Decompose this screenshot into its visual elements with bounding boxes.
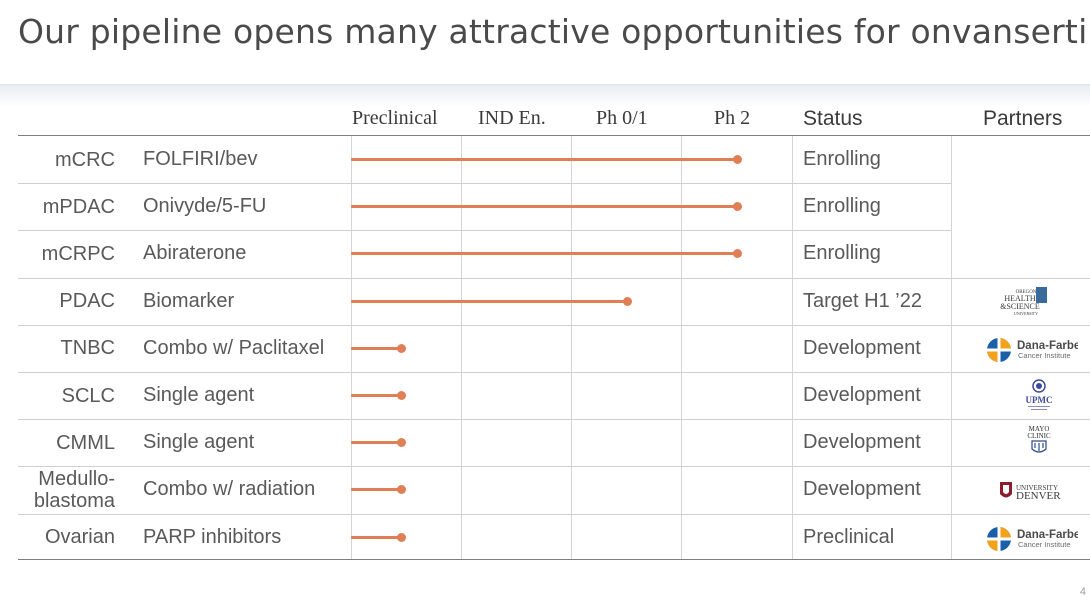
partner-logo-ohsu: OREGON HEALTH &SCIENCE UNIVERSITY: [968, 282, 1078, 322]
header-status: Status: [803, 107, 863, 130]
svg-text:Dana-Farber: Dana-Farber: [1017, 340, 1078, 352]
progress-bar: [351, 299, 627, 303]
progress-end-dot: [396, 438, 406, 448]
svg-text:Cancer Institute: Cancer Institute: [1018, 540, 1071, 549]
progress-bar: [351, 158, 738, 161]
row-status: Development: [803, 384, 921, 406]
column-divider: [792, 136, 793, 559]
row-divider: [18, 277, 1090, 279]
pipeline-row: mCRC FOLFIRI/bev Enrolling: [18, 136, 1090, 183]
svg-text:&SCIENCE: &SCIENCE: [1000, 302, 1040, 311]
row-treatment: Single agent: [143, 384, 255, 406]
progress-bar: [351, 205, 738, 209]
progress-end-dot: [396, 343, 406, 353]
header-band: [0, 84, 1090, 107]
row-treatment: FOLFIRI/bev: [143, 148, 258, 170]
row-treatment: Onivyde/5-FU: [143, 195, 267, 218]
partner-logo-upmc: UPMC: [968, 376, 1078, 416]
row-indication: mPDAC: [42, 195, 115, 218]
row-status: Development: [803, 431, 921, 454]
partner-logo-denver: UNIVERSITY DENVER: [968, 470, 1078, 510]
svg-text:DENVER: DENVER: [1016, 490, 1061, 502]
row-status: Target H1 ’22: [803, 289, 922, 312]
row-status: Development: [803, 478, 921, 501]
progress-end-dot: [396, 532, 406, 542]
row-treatment: Single agent: [143, 431, 255, 454]
pipeline-row: PDAC Biomarker Target H1 ’22 OREGON HEALTH &S…: [18, 278, 1090, 325]
progress-end-dot: [733, 249, 743, 259]
row-status: Development: [803, 336, 921, 359]
row-divider: [18, 372, 1090, 373]
partner-logo-mayo: MAYO CLINIC: [968, 423, 1078, 463]
row-indication: CMML: [56, 431, 115, 454]
row-indication: Ovarian: [44, 526, 115, 549]
pipeline-row: Medullo- blastoma Combo w/ radiation Devel…: [18, 466, 1090, 513]
row-status: Enrolling: [803, 148, 881, 170]
row-divider: [18, 183, 951, 185]
row-divider: [18, 230, 951, 232]
bottom-rule: [18, 559, 1090, 560]
svg-text:UNIVERSITY: UNIVERSITY: [1016, 484, 1058, 492]
row-treatment: PARP inhibitors: [143, 525, 282, 548]
row-treatment: Combo w/ Paclitaxel: [143, 336, 325, 359]
svg-text:CLINIC: CLINIC: [1027, 432, 1051, 440]
column-divider: [461, 136, 462, 559]
row-status: Preclinical: [803, 525, 895, 548]
progress-end-dot: [622, 296, 632, 306]
progress-bar: [351, 535, 401, 539]
svg-text:HEALTH: HEALTH: [1004, 294, 1035, 303]
column-divider: [571, 136, 572, 559]
header-rule: [18, 135, 1090, 136]
svg-text:Cancer Institute: Cancer Institute: [1018, 351, 1071, 360]
pipeline-row: mCRPC Abiraterone Enrolling: [18, 230, 1090, 277]
row-indication: mCRC: [55, 148, 115, 171]
row-indication: PDAC: [59, 290, 115, 313]
row-indication: Medullo- blastoma: [33, 467, 115, 512]
row-indication: TNBC: [60, 337, 115, 360]
row-treatment: Abiraterone: [143, 242, 247, 265]
pipeline-row: TNBC Combo w/ Paclitaxel Development Dana-F…: [18, 325, 1090, 372]
column-divider: [951, 136, 952, 559]
column-divider: [681, 136, 682, 559]
svg-text:UNIVERSITY: UNIVERSITY: [1014, 311, 1038, 316]
row-treatment: Biomarker: [143, 289, 235, 312]
row-indication: SCLC: [61, 384, 115, 407]
pipeline-row: SCLC Single agent Development UPMC: [18, 372, 1090, 419]
progress-end-dot: [733, 155, 743, 164]
partner-logo-dana-farber: Dana-Farber Cancer Institute: [968, 518, 1085, 558]
header-preclinical: Preclinical: [352, 107, 438, 129]
row-treatment: Combo w/ radiation: [143, 478, 316, 501]
progress-bar: [351, 346, 401, 350]
header-ph01: Ph 0/1: [596, 107, 648, 129]
pipeline-row: Ovarian PARP inhibitors Preclinical Dana-Fa…: [18, 514, 1090, 561]
row-status: Enrolling: [803, 195, 881, 218]
header-ind: IND En.: [478, 107, 546, 129]
progress-bar: [351, 441, 401, 445]
pipeline-row: CMML Single agent Development MAYO CLINIC: [18, 419, 1090, 466]
header-partners: Partners: [983, 107, 1063, 130]
svg-text:Dana-Farber: Dana-Farber: [1017, 529, 1078, 541]
progress-end-dot: [396, 391, 406, 400]
partner-logo-dana-farber: Dana-Farber Cancer Institute: [968, 329, 1085, 369]
header-ph2: Ph 2: [714, 107, 751, 129]
page-number: 4: [1079, 586, 1086, 598]
svg-text:MAYO: MAYO: [1029, 425, 1050, 433]
row-divider: [18, 466, 1090, 468]
row-divider: [18, 513, 1090, 515]
row-divider: [18, 324, 1090, 326]
progress-bar: [351, 488, 401, 492]
progress-bar: [351, 394, 401, 397]
svg-text:UPMC: UPMC: [1026, 395, 1053, 405]
progress-end-dot: [396, 485, 406, 495]
progress-bar: [351, 252, 738, 256]
svg-text:OREGON: OREGON: [1016, 290, 1037, 295]
row-divider: [18, 419, 1090, 421]
row-indication: mCRPC: [41, 242, 115, 265]
page-title: Our pipeline opens many attractive oppor…: [18, 12, 1090, 51]
pipeline-row: mPDAC Onivyde/5-FU Enrolling: [18, 183, 1090, 230]
progress-end-dot: [733, 202, 743, 212]
row-status: Enrolling: [803, 242, 881, 265]
